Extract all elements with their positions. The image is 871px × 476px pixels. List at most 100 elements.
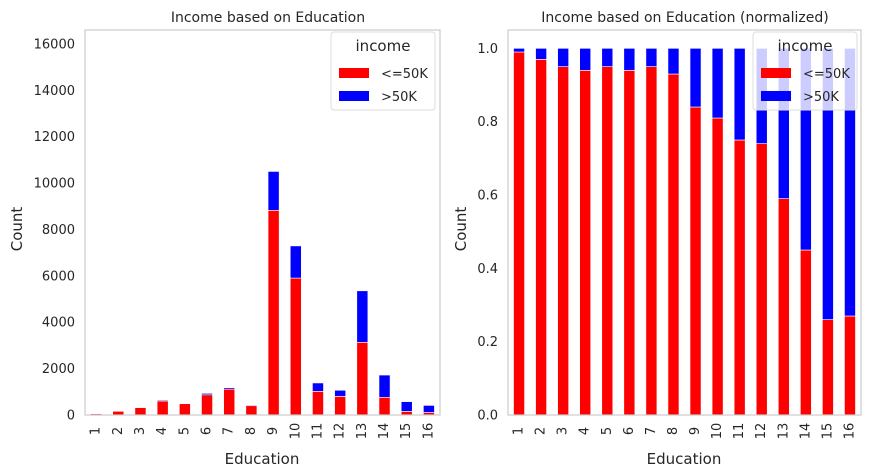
bar-le50k-edu-15 (822, 319, 834, 416)
y-tick-label: 12000 (34, 130, 75, 145)
bar-gt50k-edu-14 (378, 374, 391, 398)
plot-frame (84, 29, 441, 416)
x-tick-label: 7 (222, 427, 237, 435)
x-tick-label: 2 (111, 427, 126, 435)
bar-gt50k-edu-8 (245, 404, 258, 407)
bar-le50k-edu-14 (378, 396, 391, 416)
bar-gt50k-edu-11 (733, 48, 746, 141)
bar-le50k-edu-13 (356, 342, 369, 416)
bar-gt50k-edu-7 (223, 387, 236, 390)
bar-le50k-edu-8 (667, 73, 680, 416)
x-tick-label: 8 (244, 427, 259, 435)
bar-le50k-edu-7 (223, 388, 236, 416)
bar-le50k-edu-8 (245, 405, 258, 416)
bar-gt50k-edu-12 (334, 389, 346, 397)
y-tick-label: 2000 (42, 362, 75, 377)
x-tick-label: 4 (578, 427, 593, 435)
chart-income-by-education-normalized: Income based on Education (normalized) E… (452, 10, 862, 468)
x-tick-label: 11 (732, 423, 747, 440)
bar-gt50k-edu-5 (179, 402, 191, 405)
bar-gt50k-edu-1 (513, 48, 525, 53)
bar-le50k-edu-6 (201, 394, 213, 416)
x-tick-label: 2 (534, 427, 549, 435)
y-tick-label: 14000 (34, 84, 75, 99)
bar-le50k-edu-10 (289, 277, 302, 416)
legend-box (330, 31, 436, 111)
legend-swatch-gt50k (761, 91, 791, 101)
bar-le50k-edu-11 (733, 139, 746, 416)
x-tick-label: 9 (266, 427, 281, 435)
bar-gt50k-edu-8 (667, 48, 680, 75)
bar-le50k-edu-4 (156, 400, 169, 416)
x-tick-label: 5 (600, 427, 615, 435)
x-tick-label: 9 (688, 427, 703, 435)
bar-le50k-edu-1 (513, 51, 525, 416)
bar-le50k-edu-5 (179, 403, 191, 416)
x-tick-label: 13 (776, 423, 791, 440)
y-tick-label: 4000 (42, 316, 75, 331)
bar-gt50k-edu-11 (312, 382, 324, 392)
bar-gt50k-edu-6 (623, 48, 636, 71)
bar-le50k-edu-11 (312, 391, 324, 416)
bar-le50k-edu-12 (755, 143, 768, 416)
bar-le50k-edu-4 (579, 70, 592, 416)
bar-le50k-edu-10 (711, 117, 724, 416)
bar-le50k-edu-5 (601, 66, 614, 416)
bar-gt50k-edu-6 (201, 393, 213, 396)
bar-le50k-edu-3 (557, 66, 569, 416)
y-tick-label: 16000 (34, 37, 75, 52)
x-tick-label: 1 (89, 427, 104, 435)
y-tick-label: 0.0 (477, 409, 498, 424)
plot-frame (507, 29, 862, 416)
y-tick-label: 0.4 (477, 262, 498, 277)
y-axis-label: Count (8, 207, 26, 252)
x-tick-label: 3 (133, 427, 148, 435)
legend: income <=50K >50K (330, 31, 436, 111)
x-tick-label: 8 (666, 427, 681, 435)
bar-gt50k-edu-10 (711, 48, 724, 119)
x-tick-label: 7 (644, 427, 659, 435)
y-tick-label: 0.6 (477, 189, 498, 204)
bar-le50k-edu-16 (844, 315, 856, 416)
y-tick-label: 0 (67, 409, 75, 424)
bar-le50k-edu-12 (334, 396, 346, 416)
bar-le50k-edu-9 (267, 210, 280, 416)
chart-title: Income based on Education (normalized) (541, 10, 828, 26)
bar-le50k-edu-14 (800, 249, 812, 416)
x-tick-label: 16 (842, 423, 857, 440)
bar-gt50k-edu-7 (645, 48, 658, 67)
x-tick-label: 13 (355, 423, 370, 440)
legend-title: income (356, 37, 411, 55)
bar-le50k-edu-3 (134, 407, 147, 416)
x-tick-label: 6 (622, 427, 637, 435)
x-tick-label: 11 (310, 423, 325, 440)
chart-income-by-education: Income based on Education Education Coun… (8, 10, 441, 468)
y-tick-label: 0.8 (477, 115, 498, 130)
bar-gt50k-edu-4 (156, 399, 169, 402)
x-tick-label: 15 (399, 423, 414, 440)
bar-le50k-edu-13 (777, 198, 790, 416)
y-axis-label: Count (452, 207, 470, 252)
bar-gt50k-edu-5 (601, 48, 614, 67)
legend-label-gt50k: >50K (381, 90, 417, 105)
x-tick-label: 4 (155, 427, 170, 435)
x-tick-label: 14 (377, 423, 392, 440)
bar-le50k-edu-2 (535, 59, 547, 416)
bar-le50k-edu-6 (623, 70, 636, 416)
x-tick-label: 5 (177, 427, 192, 435)
y-tick-label: 0.2 (477, 335, 498, 350)
x-tick-label: 3 (556, 427, 571, 435)
legend-swatch-le50k (761, 68, 791, 78)
x-tick-label: 14 (798, 423, 813, 440)
bar-le50k-edu-7 (645, 66, 658, 416)
x-axis-label: Education (225, 450, 300, 468)
legend-label-le50k: <=50K (803, 67, 850, 82)
x-tick-label: 16 (421, 423, 436, 440)
bar-gt50k-edu-15 (400, 401, 413, 412)
plot-area: 1 2 3 4 5 6 7 8 9 10 11 12 13 14 15 1602000400060008000… (34, 29, 441, 440)
y-tick-label: 1.0 (477, 42, 498, 57)
legend-label-gt50k: >50K (803, 90, 839, 105)
x-axis-label: Education (647, 450, 722, 468)
legend-box (752, 31, 858, 111)
